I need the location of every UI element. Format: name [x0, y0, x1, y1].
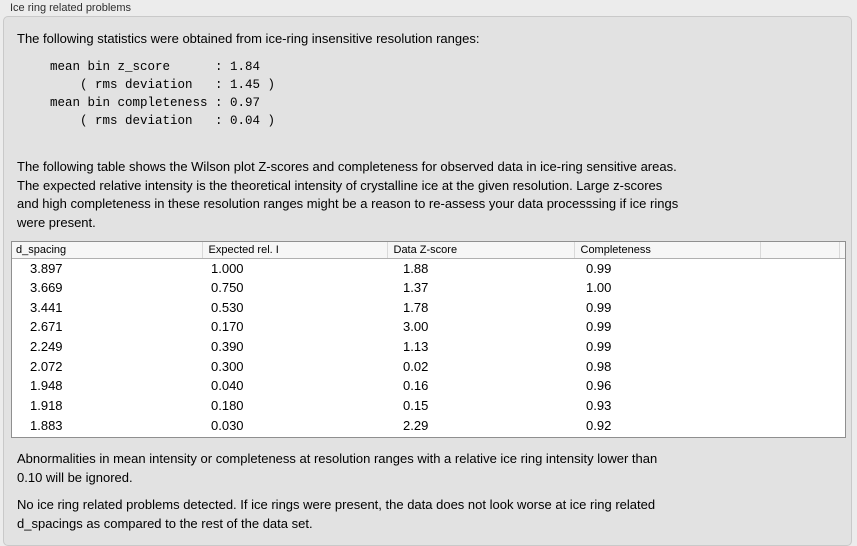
table-cell: 1.88: [403, 260, 429, 276]
table-cell: 0.300: [211, 358, 244, 374]
column-header-edge: [839, 242, 845, 259]
table-cell: 0.98: [586, 358, 612, 374]
table-cell: 0.16: [403, 378, 429, 394]
table-cell: 0.390: [211, 339, 244, 355]
table-cell: 0.530: [211, 299, 244, 315]
table-row[interactable]: 1.948 0.040 0.16 0.96: [12, 376, 845, 396]
intro-text: The following statistics were obtained f…: [17, 31, 480, 46]
table-header-row: d_spacing Expected rel. I Data Z-score Comp…: [12, 242, 845, 259]
table-cell: 3.669: [30, 280, 63, 296]
table-cell: 1.13: [403, 339, 429, 355]
table-cell: 0.180: [211, 398, 244, 414]
table-cell: 2.671: [30, 319, 63, 335]
table-cell: 2.072: [30, 358, 63, 374]
ice-ring-panel: The following statistics were obtained f…: [3, 16, 852, 546]
table-cell: 1.000: [211, 260, 244, 276]
column-header[interactable]: d_spacing: [12, 242, 203, 259]
table-cell: 1.78: [403, 299, 429, 315]
table-row[interactable]: 3.669 0.750 1.37 1.00: [12, 278, 845, 298]
description-text: The following table shows the Wilson plo…: [17, 159, 679, 230]
table-row[interactable]: 2.072 0.300 0.02 0.98: [12, 356, 845, 376]
table-row[interactable]: 2.671 0.170 3.00 0.99: [12, 317, 845, 337]
table-cell: 0.170: [211, 319, 244, 335]
table-cell: 3.00: [403, 319, 429, 335]
column-header-empty: [760, 242, 840, 259]
table-cell: 1.883: [30, 417, 63, 433]
conclusion-text: No ice ring related problems detected. I…: [17, 497, 656, 531]
table-cell: 0.99: [586, 260, 612, 276]
ignore-note-text: Abnormalities in mean intensity or compl…: [17, 451, 658, 485]
ice-ring-table[interactable]: d_spacing Expected rel. I Data Z-score Comp…: [11, 241, 846, 438]
stats-block: mean bin z_score : 1.84 ( rms deviation …: [50, 60, 276, 128]
table-cell: 1.918: [30, 398, 63, 414]
table-cell: 1.37: [403, 280, 429, 296]
table-cell: 3.441: [30, 299, 63, 315]
table-cell: 0.99: [586, 339, 612, 355]
table-cell: 0.99: [586, 299, 612, 315]
column-header[interactable]: Expected rel. I: [202, 242, 388, 259]
table-row[interactable]: 2.249 0.390 1.13 0.99: [12, 337, 845, 357]
table-cell: 0.030: [211, 417, 244, 433]
table-row[interactable]: 1.883 0.030 2.29 0.92: [12, 416, 845, 436]
table-cell: 3.897: [30, 260, 63, 276]
column-header[interactable]: Data Z-score: [387, 242, 575, 259]
table-cell: 0.93: [586, 398, 612, 414]
table-cell: 0.99: [586, 319, 612, 335]
table-cell: 0.96: [586, 378, 612, 394]
table-cell: 0.92: [586, 417, 612, 433]
table-row[interactable]: 3.441 0.530 1.78 0.99: [12, 297, 845, 317]
table-cell: 0.750: [211, 280, 244, 296]
table-cell: 0.15: [403, 398, 429, 414]
data-table: d_spacing Expected rel. I Data Z-score Comp…: [12, 242, 845, 435]
table-row[interactable]: 3.897 1.000 1.88 0.99: [12, 258, 845, 278]
table-row[interactable]: 1.918 0.180 0.15 0.93: [12, 396, 845, 416]
table-cell: 1.00: [586, 280, 612, 296]
table-cell: 1.948: [30, 378, 63, 394]
table-body: 3.897 1.000 1.88 0.99 3.669 0.750 1.37 1.00 3.44…: [12, 258, 845, 435]
section-title: Ice ring related problems: [10, 2, 132, 14]
table-cell: 0.02: [403, 358, 429, 374]
table-cell: 2.249: [30, 339, 63, 355]
table-cell: 2.29: [403, 417, 429, 433]
column-header[interactable]: Completeness: [574, 242, 761, 259]
table-cell: 0.040: [211, 378, 244, 394]
